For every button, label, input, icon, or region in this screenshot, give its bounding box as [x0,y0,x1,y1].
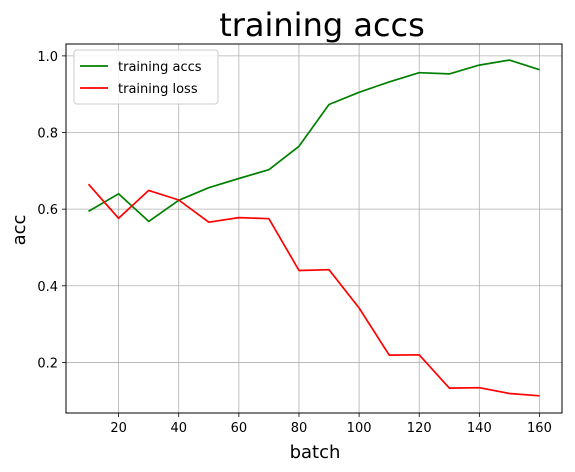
x-axis-label: batch [290,442,341,463]
y-tick-label: 0.4 [37,280,58,295]
legend-label: training loss [118,82,198,97]
legend-label: training accs [118,60,202,75]
x-tick-label: 100 [347,421,372,436]
plot-frame [65,43,563,414]
y-tick-label: 0.2 [37,356,58,371]
x-tick-label: 160 [527,421,552,436]
x-tick-label: 80 [291,421,308,436]
x-tick-label: 20 [110,421,127,436]
legend: training accs training loss [73,49,219,105]
x-tick-label: 60 [231,421,248,436]
series-line-1 [87,183,540,397]
chart-title: training accs [219,6,425,44]
y-tick-label: 1.0 [37,50,58,65]
y-axis-ticks: 0.2 0.4 0.6 0.8 1.0 [37,50,66,371]
y-tick-label: 0.6 [37,203,58,218]
series-lines [87,59,540,397]
x-tick-label: 120 [407,421,432,436]
series-line-0 [88,59,540,223]
y-tick-label: 0.8 [37,127,58,142]
x-tick-label: 40 [170,421,187,436]
legend-box [73,49,219,105]
y-axis-label: acc [9,215,30,246]
x-tick-label: 140 [467,421,492,436]
grid [66,44,562,413]
x-axis-ticks: 20 40 60 80 100 120 140 160 [110,413,552,436]
